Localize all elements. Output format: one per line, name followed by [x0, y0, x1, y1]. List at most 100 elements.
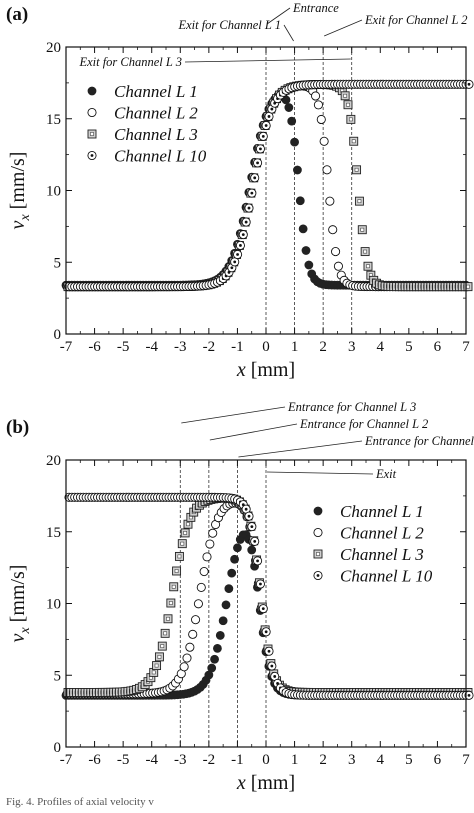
x-tick-label: 4: [377, 752, 385, 768]
legend-label: Channel L 10: [340, 567, 433, 586]
x-axis-label: x [mm]: [236, 359, 295, 381]
data-point: [199, 566, 209, 577]
data-point: [154, 652, 164, 662]
legend-marker: [87, 129, 97, 139]
data-point: [290, 137, 299, 147]
data-point: [343, 100, 353, 110]
data-point: [284, 103, 294, 112]
data-point: [304, 260, 314, 270]
legend-marker: [87, 150, 97, 161]
x-tick-label: 6: [434, 752, 442, 768]
x-tick-label: -1: [231, 339, 244, 355]
legend-label: Channel L 2: [340, 524, 424, 543]
data-point: [360, 247, 370, 257]
data-point: [213, 643, 222, 653]
data-point: [221, 600, 231, 610]
y-tick-label: 0: [54, 327, 62, 343]
series-4: [64, 79, 474, 292]
data-point: [208, 528, 218, 538]
data-point: [295, 196, 305, 206]
data-point: [160, 628, 170, 638]
x-tick-label: 5: [405, 339, 413, 355]
data-point: [464, 690, 474, 700]
data-point: [311, 91, 321, 101]
x-tick-label: 2: [319, 339, 327, 355]
y-tick-label: 5: [54, 668, 62, 684]
data-point: [191, 615, 201, 625]
data-point: [322, 165, 332, 175]
x-tick-label: 3: [348, 752, 356, 768]
panel-label: (a): [6, 4, 28, 25]
data-point: [463, 282, 473, 292]
legend-marker: [313, 570, 323, 581]
y-tick-label: 10: [46, 597, 61, 613]
data-point: [316, 114, 326, 125]
data-point: [177, 539, 187, 549]
data-point: [169, 582, 179, 592]
x-tick-label: -1: [231, 752, 244, 768]
data-point: [182, 653, 192, 663]
data-point: [363, 261, 373, 271]
annotation-label: Entrance: [292, 1, 339, 15]
data-point: [340, 91, 350, 101]
figure-caption: Fig. 4. Profiles of axial velocity v: [6, 796, 154, 808]
annotation-arrow: [181, 406, 286, 424]
data-point: [250, 536, 260, 546]
data-point: [464, 79, 474, 89]
x-tick-label: 1: [291, 339, 299, 355]
data-point: [244, 203, 254, 213]
data-point: [227, 568, 237, 578]
legend-marker: [87, 107, 97, 118]
y-tick-label: 10: [46, 184, 61, 200]
data-point: [166, 598, 176, 608]
data-point: [233, 543, 242, 553]
data-point: [202, 552, 212, 562]
data-point: [207, 663, 217, 673]
annotation-label: Exit for Channel L 3: [78, 55, 182, 69]
data-point: [218, 616, 228, 626]
y-tick-label: 5: [54, 255, 62, 271]
x-tick-label: 5: [405, 752, 413, 768]
legend: Channel L 1 Channel L 2 Channel L 3 Channel…: [313, 502, 433, 586]
y-tick-label: 0: [54, 740, 62, 756]
data-point: [247, 188, 257, 198]
x-tick-label: -7: [60, 339, 73, 355]
data-point: [230, 554, 239, 564]
data-point: [250, 173, 260, 183]
data-point: [185, 642, 195, 652]
data-point: [267, 661, 277, 671]
annotation-label: Entrance for Channel L 2: [299, 417, 428, 431]
data-point: [196, 582, 206, 592]
data-point: [333, 261, 343, 271]
legend-label: Channel L 3: [114, 125, 198, 144]
data-point: [298, 224, 308, 234]
data-point: [163, 614, 173, 624]
data-point: [357, 225, 367, 235]
data-point: [258, 604, 268, 614]
y-tick-label: 15: [46, 112, 61, 128]
x-tick-label: -3: [174, 339, 187, 355]
x-tick-label: 1: [291, 752, 299, 768]
annotation-arrow: [283, 24, 294, 42]
x-tick-label: 0: [262, 752, 270, 768]
data-point: [247, 545, 257, 555]
panel-label: (b): [6, 417, 29, 438]
annotation-label: Entrance for Channel L 3: [287, 400, 416, 414]
x-tick-label: -4: [145, 752, 158, 768]
panel-a: (a) -7 -6 -5 -4 -3 -2 -1 0 1 2 3 4 5 6 7 0 5 10 15 20 x [mm] v…: [6, 1, 474, 381]
annotation-label: Exit: [375, 467, 397, 481]
x-tick-label: -6: [88, 339, 101, 355]
legend: Channel L 1 Channel L 2 Channel L 3 Channel…: [87, 82, 207, 166]
data-point: [313, 100, 323, 110]
x-tick-label: 7: [462, 339, 470, 355]
data-point: [174, 551, 184, 561]
data-point: [261, 120, 271, 131]
data-point: [157, 641, 167, 651]
annotation-label: Exit for Channel L 2: [364, 13, 468, 27]
annotation-arrow: [266, 471, 374, 475]
legend-marker: [313, 506, 323, 516]
data-point: [235, 240, 245, 250]
data-point: [287, 116, 297, 126]
x-tick-label: -6: [88, 752, 101, 768]
legend-label: Channel L 10: [114, 147, 207, 166]
